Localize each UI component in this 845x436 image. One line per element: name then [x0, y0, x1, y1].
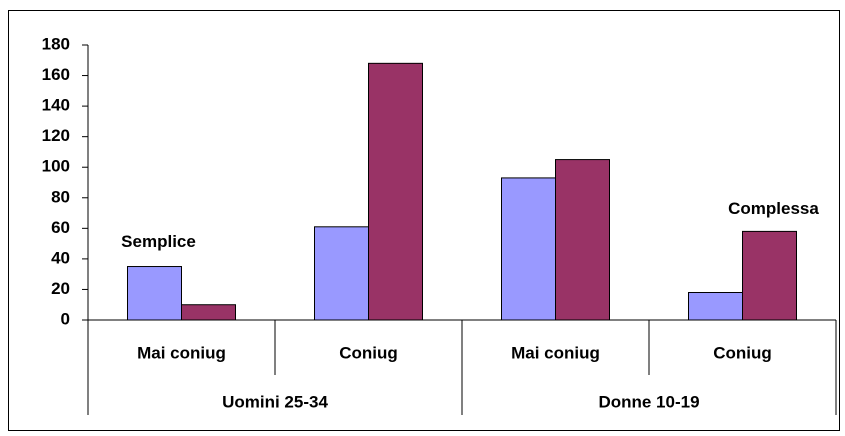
series-label: Complessa	[728, 199, 819, 218]
y-tick-label: 0	[61, 309, 70, 328]
bar	[742, 230, 797, 321]
y-tick-label: 80	[51, 187, 70, 206]
y-tick-label: 160	[42, 65, 70, 84]
bar	[314, 226, 369, 321]
group-label: Donne 10-19	[598, 392, 699, 411]
x-tick-label: Coniug	[713, 343, 772, 362]
y-tick-label: 60	[51, 218, 70, 237]
bar	[127, 266, 182, 321]
y-tick-label: 20	[51, 279, 70, 298]
y-tick-label: 180	[42, 34, 70, 53]
bar	[181, 304, 236, 321]
x-tick-label: Mai coniug	[511, 343, 600, 362]
x-tick-label: Coniug	[339, 343, 398, 362]
bar	[501, 177, 556, 321]
chart-frame	[8, 10, 840, 431]
y-tick-label: 140	[42, 96, 70, 115]
group-label: Uomini 25-34	[222, 392, 328, 411]
bar	[555, 159, 610, 321]
bar	[368, 62, 423, 321]
y-tick-label: 100	[42, 157, 70, 176]
y-tick-label: 120	[42, 126, 70, 145]
bar	[688, 292, 743, 321]
y-tick-label: 40	[51, 248, 70, 267]
series-label: Semplice	[121, 232, 196, 251]
x-tick-label: Mai coniug	[137, 343, 226, 362]
